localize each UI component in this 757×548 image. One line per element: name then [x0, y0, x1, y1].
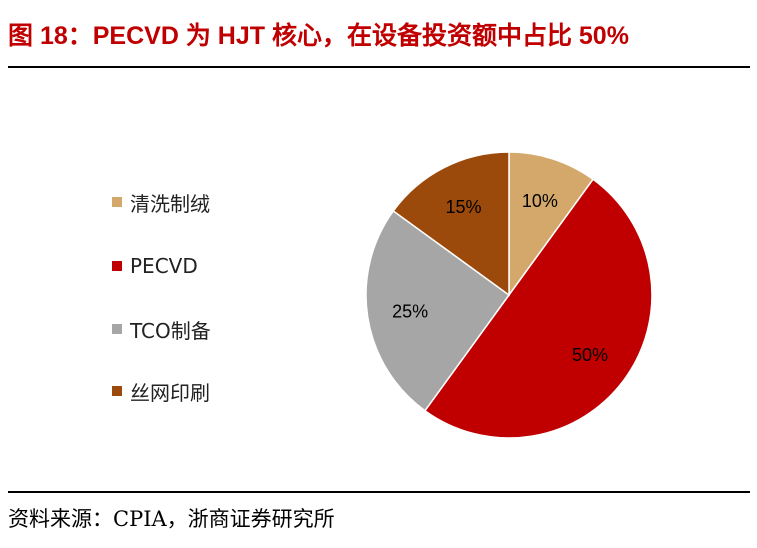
pie-slice-label-screen-printing: 15% — [446, 197, 482, 217]
pie-slice-label-cleaning: 10% — [522, 191, 558, 211]
pie-slice-labels: 10% 50% 25% 15% — [392, 191, 608, 365]
legend-item-pecvd: PECVD — [112, 252, 198, 280]
title-divider — [8, 66, 750, 68]
legend-label-tco: TCO制备 — [130, 318, 211, 343]
legend-item-tco: TCO制备 — [112, 315, 211, 343]
legend-label-cleaning: 清洗制绒 — [130, 191, 210, 216]
legend-swatch-screen-printing — [112, 386, 122, 396]
legend-label-pecvd: PECVD — [130, 254, 198, 278]
pie-slice-label-tco: 25% — [392, 302, 428, 322]
pie-slice-label-pecvd: 50% — [572, 345, 608, 365]
pie-slice-tco — [365, 209, 511, 412]
source-divider — [8, 491, 750, 493]
legend-swatch-cleaning — [112, 197, 122, 207]
legend-label-screen-printing: 丝网印刷 — [130, 380, 210, 405]
pie-slice-cleaning — [508, 151, 595, 298]
pie-slice-screen-printing — [392, 151, 510, 297]
source-note: 资料来源：CPIA，浙商证券研究所 — [8, 507, 335, 531]
legend-item-cleaning: 清洗制绒 — [112, 188, 210, 216]
legend-swatch-pecvd — [112, 261, 122, 271]
legend-item-screen-printing: 丝网印刷 — [112, 377, 210, 405]
legend-swatch-tco — [112, 324, 122, 334]
pie-slice-pecvd — [423, 178, 653, 439]
pie-slices — [365, 151, 653, 439]
chart-title: 图 18：PECVD 为 HJT 核心，在设备投资额中占比 50% — [8, 22, 629, 50]
